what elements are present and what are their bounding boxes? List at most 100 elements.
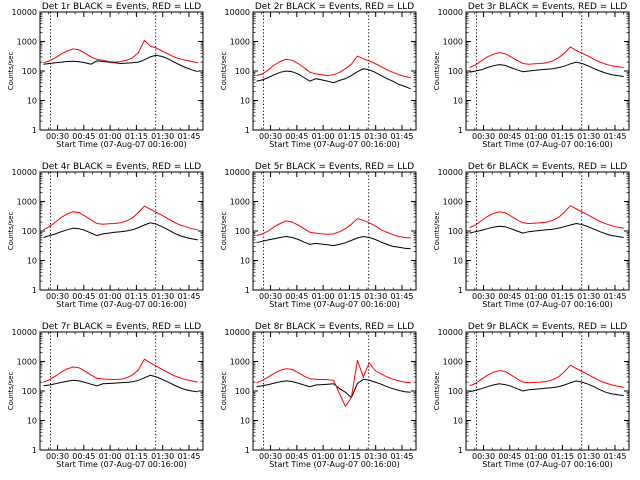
series-line-lld: [256, 360, 411, 408]
series-line-events: [469, 380, 624, 397]
y-tick-label: 100: [235, 227, 250, 236]
x-tick-label: 01:45: [177, 452, 200, 461]
y-tick-label: 1000: [17, 358, 37, 367]
x-axis-label: Start Time (07-Aug-07 00:16:00): [482, 460, 613, 469]
series-line-lld: [256, 218, 411, 239]
chart-title: Det 7r BLACK = Events, RED = LLD: [42, 322, 201, 332]
chart-title: Det 3r BLACK = Events, RED = LLD: [468, 2, 627, 12]
y-tick-label: 100: [448, 387, 463, 396]
y-tick-label: 10000: [225, 328, 250, 337]
y-axis-label: Counts/sec: [220, 52, 228, 91]
x-axis-label: Start Time (07-Aug-07 00:16:00): [56, 300, 187, 309]
plot-frame: [465, 171, 630, 291]
series-line-lld: [43, 205, 198, 231]
x-axis-label: Start Time (07-Aug-07 00:16:00): [482, 140, 613, 149]
x-axis-label: Start Time (07-Aug-07 00:16:00): [269, 300, 400, 309]
x-tick-label: 01:00: [312, 452, 335, 461]
x-tick-label: 01:00: [99, 452, 122, 461]
x-tick-label: 00:30: [472, 452, 495, 461]
y-axis-label: Counts/sec: [7, 372, 15, 411]
y-tick-label: 10: [27, 97, 37, 106]
x-tick-label: 01:30: [151, 292, 174, 301]
chart-panel-4: Det 4r BLACK = Events, RED = LLD 1 10 100 10…: [7, 162, 204, 309]
series-line-lld: [256, 55, 411, 78]
y-tick-label: 1: [458, 126, 463, 135]
y-tick-label: 1000: [230, 358, 250, 367]
x-tick-label: 01:15: [338, 292, 361, 301]
series-line-events: [469, 222, 624, 238]
y-tick-label: 1: [458, 286, 463, 295]
series-line-events: [43, 374, 198, 393]
x-tick-label: 00:45: [285, 132, 308, 141]
chart-title: Det 5r BLACK = Events, RED = LLD: [255, 162, 414, 172]
x-tick-label: 01:15: [338, 452, 361, 461]
x-axis-label: Start Time (07-Aug-07 00:16:00): [56, 460, 187, 469]
x-tick-label: 01:30: [151, 132, 174, 141]
y-tick-label: 1: [245, 286, 250, 295]
y-axis-label: Counts/sec: [220, 372, 228, 411]
x-tick-label: 01:00: [312, 132, 335, 141]
y-tick-label: 10000: [225, 168, 250, 177]
y-tick-label: 1: [458, 446, 463, 455]
x-tick-label: 00:30: [46, 292, 69, 301]
x-tick-label: 00:45: [498, 292, 521, 301]
plot-frame: [39, 331, 204, 451]
x-axis-label: Start Time (07-Aug-07 00:16:00): [269, 140, 400, 149]
x-tick-label: 01:15: [125, 132, 148, 141]
y-tick-label: 10: [27, 417, 37, 426]
x-tick-label: 01:00: [525, 452, 548, 461]
plot-frame: [252, 331, 417, 451]
x-tick-label: 01:45: [603, 292, 626, 301]
y-tick-label: 100: [22, 387, 37, 396]
y-tick-label: 100: [448, 67, 463, 76]
x-tick-label: 00:30: [46, 132, 69, 141]
x-tick-label: 00:45: [72, 132, 95, 141]
x-tick-label: 01:30: [364, 292, 387, 301]
series-line-events: [43, 222, 198, 241]
chart-title: Det 4r BLACK = Events, RED = LLD: [42, 162, 201, 172]
y-axis-label: Counts/sec: [7, 212, 15, 251]
y-tick-label: 10: [27, 257, 37, 266]
y-tick-label: 100: [22, 227, 37, 236]
y-axis-label: Counts/sec: [433, 52, 441, 91]
chart-title: Det 2r BLACK = Events, RED = LLD: [255, 2, 414, 12]
plot-frame: [252, 171, 417, 291]
x-axis-label: Start Time (07-Aug-07 00:16:00): [269, 460, 400, 469]
y-tick-label: 10000: [438, 168, 463, 177]
y-tick-label: 10000: [438, 8, 463, 17]
y-tick-label: 10: [240, 97, 250, 106]
x-tick-label: 01:45: [177, 132, 200, 141]
x-tick-label: 01:00: [312, 292, 335, 301]
y-tick-label: 1000: [230, 38, 250, 47]
y-tick-label: 1: [32, 126, 37, 135]
y-tick-label: 100: [448, 227, 463, 236]
y-tick-label: 100: [235, 67, 250, 76]
chart-panel-3: Det 3r BLACK = Events, RED = LLD 1 10 100 10…: [433, 2, 630, 149]
x-tick-label: 01:30: [577, 452, 600, 461]
x-tick-label: 01:15: [551, 452, 574, 461]
x-tick-label: 00:45: [72, 452, 95, 461]
series-line-lld: [43, 39, 198, 64]
chart-panel-5: Det 5r BLACK = Events, RED = LLD 1 10 100 10…: [220, 162, 417, 309]
x-tick-label: 00:30: [472, 292, 495, 301]
y-tick-label: 100: [22, 67, 37, 76]
y-tick-label: 1000: [443, 198, 463, 207]
chart-panel-7: Det 7r BLACK = Events, RED = LLD 1 10 100 10…: [7, 322, 204, 469]
chart-title: Det 1r BLACK = Events, RED = LLD: [42, 2, 201, 12]
chart-panel-1: Det 1r BLACK = Events, RED = LLD 1 10 100 10…: [7, 2, 204, 149]
y-tick-label: 10000: [12, 8, 37, 17]
x-axis-label: Start Time (07-Aug-07 00:16:00): [56, 140, 187, 149]
series-line-lld: [469, 364, 624, 388]
y-tick-label: 1000: [230, 198, 250, 207]
plot-frame: [252, 11, 417, 131]
y-axis-label: Counts/sec: [7, 52, 15, 91]
x-tick-label: 01:15: [551, 292, 574, 301]
y-tick-label: 1000: [443, 358, 463, 367]
y-tick-label: 10000: [12, 168, 37, 177]
y-tick-label: 1000: [443, 38, 463, 47]
x-axis-label: Start Time (07-Aug-07 00:16:00): [482, 300, 613, 309]
chart-panel-6: Det 6r BLACK = Events, RED = LLD 1 10 100 10…: [433, 162, 630, 309]
y-tick-label: 10: [240, 257, 250, 266]
series-line-events: [469, 61, 624, 77]
